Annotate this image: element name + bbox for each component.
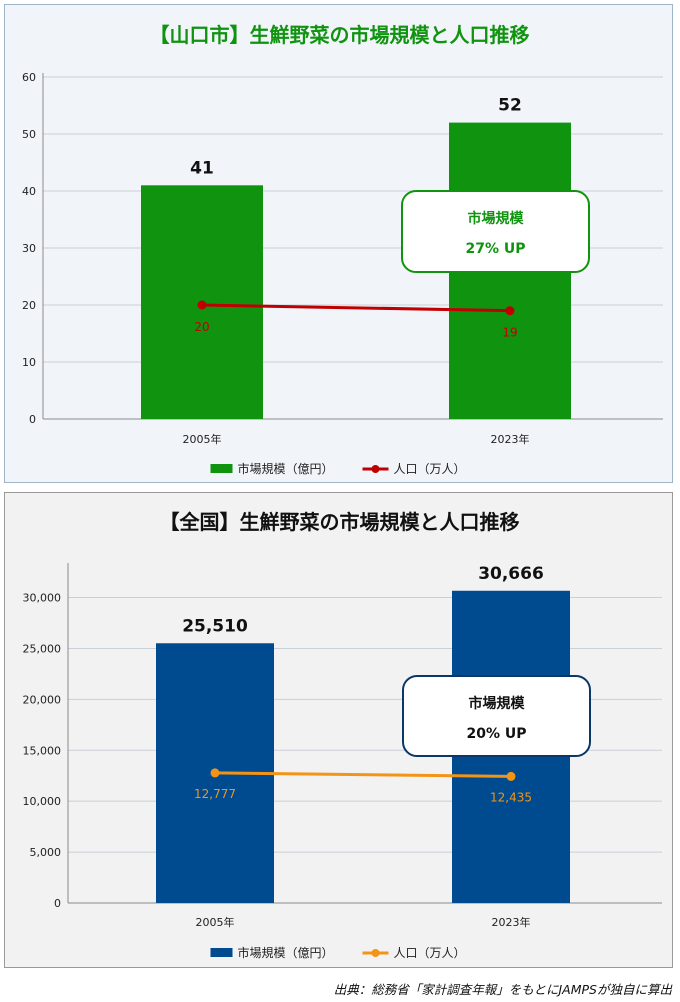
annotation-value: 20% UP: [466, 726, 526, 742]
bar-value-label: 30,666: [478, 564, 544, 584]
x-tick-label: 2023年: [492, 915, 531, 929]
legend-bar-swatch: [210, 464, 233, 473]
population-value-label: 19: [502, 326, 517, 340]
annotation-label: 市場規模: [468, 210, 525, 227]
yamaguchi-chart-panel: 【山口市】生鮮野菜の市場規模と人口推移 0 10 20 30 40 50 60 41 52 2005…: [4, 4, 673, 483]
y-tick-label: 60: [22, 71, 36, 84]
y-tick-label: 0: [29, 413, 36, 426]
annotation-box: [402, 675, 591, 757]
y-tick-label: 20,000: [23, 693, 62, 706]
legend-line-marker: [371, 465, 380, 473]
chart-title: 【全国】生鮮野菜の市場規模と人口推移: [160, 510, 520, 534]
bar-value-label: 25,510: [182, 616, 248, 636]
population-value-label: 12,777: [194, 787, 236, 801]
y-tick-label: 50: [22, 128, 36, 141]
x-tick-label: 2023年: [491, 432, 530, 446]
population-value-label: 12,435: [490, 790, 532, 804]
population-point-0: [197, 300, 207, 310]
x-tick-label: 2005年: [183, 432, 222, 446]
y-tick-label: 25,000: [23, 642, 62, 655]
y-tick-label: 20: [22, 299, 36, 312]
y-tick-label: 40: [22, 185, 36, 198]
y-tick-label: 30: [22, 242, 36, 255]
bar-value-label: 41: [190, 158, 214, 178]
y-tick-label: 5,000: [30, 846, 62, 859]
x-tick-label: 2005年: [196, 915, 235, 929]
population-point-1: [505, 306, 515, 316]
legend-bar-label: 市場規模（億円）: [238, 461, 334, 476]
y-tick-label: 15,000: [23, 744, 62, 757]
population-point-1: [506, 771, 516, 781]
annotation-label: 市場規模: [469, 695, 526, 712]
legend-line-label: 人口（万人）: [394, 946, 466, 960]
legend-line-label: 人口（万人）: [394, 462, 466, 476]
population-line: [201, 303, 511, 313]
legend-line-marker: [371, 949, 380, 957]
annotation-value: 27% UP: [465, 241, 525, 257]
national-chart-panel: 【全国】生鮮野菜の市場規模と人口推移 0 5,000 10,000 15,000 20,0…: [4, 492, 673, 968]
population-line: [214, 771, 512, 778]
chart-svg-0: 【山口市】生鮮野菜の市場規模と人口推移 0 10 20 30 40 50 60 41 52 2005…: [22, 23, 663, 476]
population-value-label: 20: [194, 320, 209, 334]
y-tick-label: 30,000: [23, 592, 62, 605]
population-point-0: [210, 768, 220, 778]
legend: 市場規模（億円） 人口（万人）: [210, 945, 466, 960]
legend-bar-swatch: [210, 948, 233, 957]
chart-svg-1: 【全国】生鮮野菜の市場規模と人口推移 0 5,000 10,000 15,000 20,0…: [23, 510, 662, 960]
y-tick-label: 0: [54, 897, 61, 910]
legend-bar-label: 市場規模（億円）: [238, 945, 334, 960]
y-tick-label: 10,000: [23, 795, 62, 808]
source-note: 出典：総務省「家計調査年報」をもとにJAMPSが独自に算出: [333, 982, 672, 997]
annotation-box: [401, 190, 590, 273]
chart-title: 【山口市】生鮮野菜の市場規模と人口推移: [150, 23, 530, 47]
bar-value-label: 52: [498, 96, 522, 116]
y-tick-label: 10: [22, 356, 36, 369]
legend: 市場規模（億円） 人口（万人）: [210, 461, 466, 476]
